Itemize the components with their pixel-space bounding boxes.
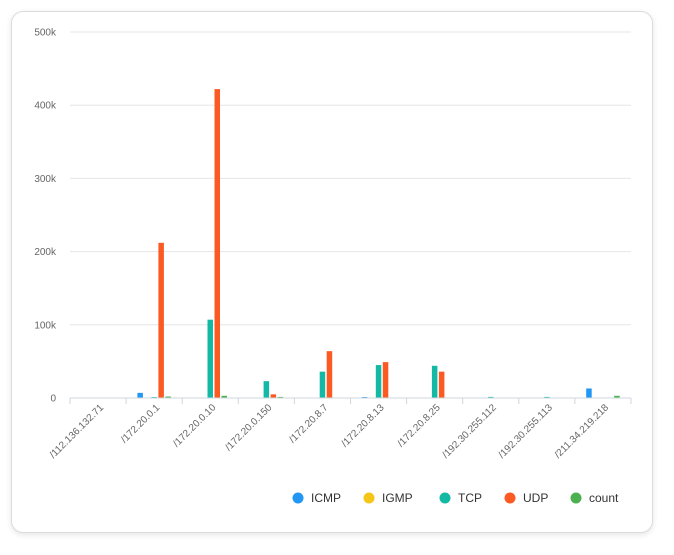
x-tick-label: /192.30.255.112 — [440, 402, 499, 461]
x-tick-label: /172.20.0.10 — [171, 402, 218, 449]
x-tick-label: /172.20.0.1 — [119, 402, 162, 445]
bar-tcp[interactable] — [431, 365, 438, 398]
x-tick-label: /211.34.219.218 — [553, 402, 612, 461]
bar-udp[interactable] — [382, 362, 389, 398]
bar-tcp[interactable] — [544, 396, 550, 398]
bar-icmp[interactable] — [586, 388, 592, 398]
x-tick-label: /172.20.8.25 — [396, 402, 443, 449]
y-tick-label: 100k — [34, 320, 57, 331]
legend-item-icmp[interactable]: ICMP — [292, 491, 342, 505]
y-tick-label: 300k — [34, 174, 57, 185]
x-tick-label: /192.30.255.113 — [497, 402, 556, 461]
bar-tcp[interactable] — [319, 371, 326, 398]
y-tick-label: 500k — [34, 28, 57, 39]
bar-count[interactable] — [277, 396, 284, 398]
x-tick-label: /112.136.132.71 — [48, 402, 107, 461]
y-tick-label: 400k — [34, 101, 57, 112]
legend-label: ICMP — [311, 491, 341, 505]
legend-item-tcp[interactable]: TCP — [439, 491, 483, 505]
legend[interactable]: ICMP IGMP TCP UDP count — [292, 491, 620, 505]
bar-count[interactable] — [614, 395, 620, 398]
legend-label: TCP — [458, 491, 482, 505]
legend-label: IGMP — [382, 491, 413, 505]
bar-udp[interactable] — [214, 89, 221, 398]
y-tick-label: 0 — [50, 394, 56, 405]
y-tick-label: 200k — [34, 247, 57, 258]
bar-icmp[interactable] — [137, 392, 143, 398]
bar-count[interactable] — [221, 395, 228, 398]
bar-count[interactable] — [165, 396, 171, 398]
y-axis: 0 100k 200k 300k 400k 500k — [34, 28, 57, 405]
x-tick-label: /172.20.8.13 — [340, 402, 387, 449]
bar-tcp[interactable] — [207, 319, 214, 398]
grid-layer — [70, 31, 631, 326]
chart-card — [11, 11, 653, 533]
legend-swatch — [504, 492, 516, 504]
legend-label: UDP — [523, 491, 548, 505]
bar-udp[interactable] — [270, 394, 277, 398]
x-axis: /112.136.132.71/172.20.0.1/172.20.0.10/1… — [48, 397, 632, 461]
bar-tcp[interactable] — [488, 396, 494, 398]
legend-swatch — [570, 492, 582, 504]
legend-swatch — [439, 492, 451, 504]
x-tick-label: /172.20.8.7 — [287, 402, 330, 445]
legend-item-udp[interactable]: UDP — [504, 491, 549, 505]
legend-item-igmp[interactable]: IGMP — [363, 491, 413, 505]
bars — [137, 89, 620, 398]
bar-udp[interactable] — [158, 242, 164, 398]
bar-tcp[interactable] — [263, 381, 270, 398]
bar-udp[interactable] — [326, 351, 333, 398]
legend-swatch — [292, 492, 304, 504]
bar-tcp[interactable] — [375, 365, 382, 398]
legend-item-count[interactable]: count — [570, 491, 620, 505]
bar-udp[interactable] — [438, 371, 445, 398]
legend-label: count — [589, 491, 619, 505]
x-tick-label: /172.20.0.150 — [223, 402, 274, 453]
legend-swatch — [363, 492, 375, 504]
